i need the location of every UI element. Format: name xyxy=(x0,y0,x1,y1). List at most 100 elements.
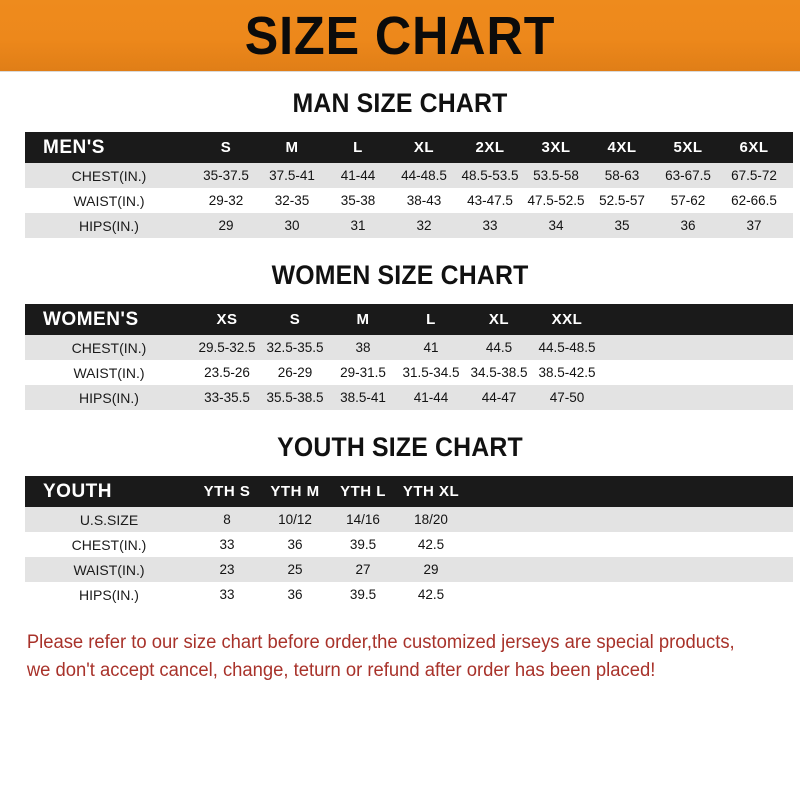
men-cell: 44-48.5 xyxy=(401,168,447,183)
women-cell: 34.5-38.5 xyxy=(470,365,528,380)
women-column-header-2: S xyxy=(289,311,301,328)
women-cell: 29-31.5 xyxy=(340,365,386,380)
women-cell: 38.5-42.5 xyxy=(538,365,596,380)
women-cell: 44-47 xyxy=(481,390,517,405)
youth-row-spacer xyxy=(465,582,793,607)
youth-cell: 42.5 xyxy=(417,537,445,552)
women-cell: 26-29 xyxy=(277,365,313,380)
table-row: CHEST(IN.) 33 36 39.5 42.5 xyxy=(25,532,793,557)
women-header-spacer xyxy=(601,304,793,335)
men-cell: 58-63 xyxy=(604,168,640,183)
men-cell: 37 xyxy=(746,218,762,233)
men-cell: 35 xyxy=(614,218,630,233)
youth-header-row: YOUTH YTH S YTH M YTH L YTH XL xyxy=(25,476,793,507)
men-cell: 37.5-41 xyxy=(269,168,315,183)
women-cell: 38 xyxy=(355,340,371,355)
men-column-header-1: S xyxy=(220,139,232,156)
youth-cell: 39.5 xyxy=(349,537,377,552)
men-row-label: HIPS(IN.) xyxy=(79,217,139,234)
women-column-header-5: XL xyxy=(488,311,510,328)
women-cell: 38.5-41 xyxy=(340,390,386,405)
disclaimer-line-1: Please refer to our size chart before or… xyxy=(26,632,735,653)
women-size-table-wrap: WOMEN'S XS S M L XL XXL CHEST(IN.) 29.5-32.5 32.… xyxy=(25,304,793,410)
women-column-header-1: XS xyxy=(216,311,238,328)
women-table-header: WOMEN'S XS S M L XL XXL xyxy=(25,304,793,335)
men-cell: 43-47.5 xyxy=(467,193,513,208)
women-column-header-6: XXL xyxy=(551,311,583,328)
youth-row-spacer xyxy=(465,532,793,557)
women-column-header-4: L xyxy=(426,311,436,328)
youth-cell: 14/16 xyxy=(346,512,380,527)
men-row-label: CHEST(IN.) xyxy=(71,167,147,184)
table-row: WAIST(IN.) 23.5-26 26-29 29-31.5 31.5-34.5 34… xyxy=(25,360,793,385)
youth-section-title: YOUTH SIZE CHART xyxy=(277,432,523,462)
youth-column-header-4: YTH XL xyxy=(402,483,460,500)
men-row-spacer xyxy=(787,163,793,188)
men-column-header-9: 6XL xyxy=(739,139,769,156)
youth-cell: 29 xyxy=(423,562,439,577)
youth-cell: 42.5 xyxy=(417,587,445,602)
men-cell: 36 xyxy=(680,218,696,233)
men-cell: 67.5-72 xyxy=(731,168,777,183)
women-cell: 31.5-34.5 xyxy=(402,365,460,380)
men-cell: 32 xyxy=(416,218,432,233)
women-cell: 35.5-38.5 xyxy=(266,390,324,405)
youth-column-header-1: YTH S xyxy=(203,483,251,500)
youth-cell: 33 xyxy=(219,587,235,602)
page-header-banner: SIZE CHART xyxy=(0,0,800,72)
youth-table-header: YOUTH YTH S YTH M YTH L YTH XL xyxy=(25,476,793,507)
men-table-body: CHEST(IN.) 35-37.5 37.5-41 41-44 44-48.5 48.5… xyxy=(25,163,793,238)
men-column-header-3: L xyxy=(353,139,363,156)
table-row: CHEST(IN.) 29.5-32.5 32.5-35.5 38 41 44.5 44.5… xyxy=(25,335,793,360)
women-table-body: CHEST(IN.) 29.5-32.5 32.5-35.5 38 41 44.5 44.5… xyxy=(25,335,793,410)
men-cell: 33 xyxy=(482,218,498,233)
youth-header-spacer xyxy=(465,476,793,507)
men-column-header-8: 5XL xyxy=(673,139,703,156)
men-cell: 34 xyxy=(548,218,564,233)
men-cell: 63-67.5 xyxy=(665,168,711,183)
men-row-spacer xyxy=(787,213,793,238)
men-cell: 29-32 xyxy=(208,193,244,208)
men-table-header: MEN'S S M L XL 2XL 3XL 4XL 5XL 6XL xyxy=(25,132,793,163)
men-column-header-5: 2XL xyxy=(475,139,505,156)
men-row-label: WAIST(IN.) xyxy=(73,192,145,209)
men-cell: 35-38 xyxy=(340,193,376,208)
women-column-header-3: M xyxy=(356,311,370,328)
women-row-label: CHEST(IN.) xyxy=(71,339,147,356)
men-column-header-6: 3XL xyxy=(541,139,571,156)
order-policy-disclaimer: Please refer to our size chart before or… xyxy=(21,629,756,685)
youth-cell: 23 xyxy=(219,562,235,577)
men-cell: 48.5-53.5 xyxy=(461,168,519,183)
women-cell: 23.5-26 xyxy=(204,365,250,380)
table-row: U.S.SIZE 8 10/12 14/16 18/20 xyxy=(25,507,793,532)
women-row-spacer xyxy=(601,360,793,385)
women-section-title: WOMEN SIZE CHART xyxy=(271,260,529,290)
youth-size-table-wrap: YOUTH YTH S YTH M YTH L YTH XL U.S.SIZE 8 10/1… xyxy=(25,476,793,607)
men-header-row: MEN'S S M L XL 2XL 3XL 4XL 5XL 6XL xyxy=(25,132,793,163)
youth-cell: 39.5 xyxy=(349,587,377,602)
men-cell: 31 xyxy=(350,218,366,233)
men-cell: 47.5-52.5 xyxy=(527,193,585,208)
youth-header-label: YOUTH xyxy=(43,480,112,502)
men-header-label: MEN'S xyxy=(43,136,105,158)
women-size-table: WOMEN'S XS S M L XL XXL CHEST(IN.) 29.5-32.5 32.… xyxy=(25,304,793,410)
women-header-label: WOMEN'S xyxy=(43,308,139,330)
men-cell: 32-35 xyxy=(274,193,310,208)
men-cell: 30 xyxy=(284,218,300,233)
men-cell: 53.5-58 xyxy=(533,168,579,183)
men-cell: 29 xyxy=(218,218,234,233)
women-row-label: WAIST(IN.) xyxy=(73,364,145,381)
women-cell: 47-50 xyxy=(549,390,585,405)
men-size-table: MEN'S S M L XL 2XL 3XL 4XL 5XL 6XL CHEST(IN.) 35-3… xyxy=(25,132,793,238)
men-section-title: MAN SIZE CHART xyxy=(292,88,508,118)
men-size-table-wrap: MEN'S S M L XL 2XL 3XL 4XL 5XL 6XL CHEST(IN.) 35-3… xyxy=(25,132,793,238)
men-column-header-4: XL xyxy=(413,139,435,156)
women-cell: 29.5-32.5 xyxy=(198,340,256,355)
men-header-spacer xyxy=(787,132,793,163)
page-title: SIZE CHART xyxy=(244,5,556,66)
youth-row-label: U.S.SIZE xyxy=(79,511,139,528)
men-column-header-7: 4XL xyxy=(607,139,637,156)
table-row: HIPS(IN.) 29 30 31 32 33 34 35 36 37 xyxy=(25,213,793,238)
youth-cell: 36 xyxy=(287,587,303,602)
youth-column-header-3: YTH L xyxy=(340,483,386,500)
